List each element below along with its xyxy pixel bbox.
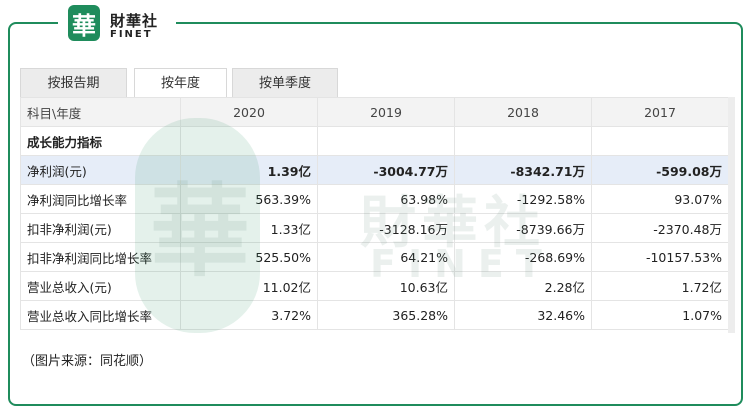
empty-cell	[591, 126, 729, 156]
table-row: 扣非净利润同比增长率 525.50% 64.21% -268.69% -10157.53…	[20, 242, 729, 272]
table-cell: -2370.48万	[591, 213, 729, 243]
column-header: 2018	[454, 97, 592, 127]
row-label: 营业总收入同比增长率	[20, 300, 181, 330]
table-cell: 525.50%	[180, 242, 318, 272]
column-header: 2019	[317, 97, 455, 127]
table-cell: 93.07%	[591, 184, 729, 214]
table-cell: 32.46%	[454, 300, 592, 330]
table-cell: 1.72亿	[591, 271, 729, 301]
section-row: 成长能力指标	[20, 126, 729, 156]
table-cell: -268.69%	[454, 242, 592, 272]
table-cell: 64.21%	[317, 242, 455, 272]
caption: （图片来源：同花顺）	[22, 354, 153, 369]
tab[interactable]: 按单季度	[232, 68, 338, 97]
section-title: 成长能力指标	[20, 126, 181, 156]
table-cell: -3128.16万	[317, 213, 455, 243]
table-cell: 3.72%	[180, 300, 318, 330]
row-label: 净利润(元)	[20, 155, 181, 185]
table-row: 营业总收入同比增长率 3.72% 365.28% 32.46% 1.07%	[20, 300, 729, 330]
table-cell: 10.63亿	[317, 271, 455, 301]
scroll-strip	[728, 97, 735, 333]
column-header: 科目\年度	[20, 97, 181, 127]
header-row: 科目\年度 2020 2019 2018 2017	[20, 97, 729, 127]
logo-subtext: FINET	[110, 29, 153, 40]
logo-icon: 華	[68, 5, 100, 41]
column-header: 2020	[180, 97, 318, 127]
row-label: 扣非净利润(元)	[20, 213, 181, 243]
table-cell: 563.39%	[180, 184, 318, 214]
column-header: 2017	[591, 97, 729, 127]
table-cell: 2.28亿	[454, 271, 592, 301]
table-cell: -1292.58%	[454, 184, 592, 214]
table-row: 净利润(元) 1.39亿 -3004.77万 -8342.71万 -599.08万	[20, 155, 729, 185]
table-cell: 365.28%	[317, 300, 455, 330]
row-label: 扣非净利润同比增长率	[20, 242, 181, 272]
table-row: 营业总收入(元) 11.02亿 10.63亿 2.28亿 1.72亿	[20, 271, 729, 301]
frame	[8, 22, 743, 406]
logo-text: 財華社	[110, 12, 159, 30]
table-cell: -8739.66万	[454, 213, 592, 243]
table-row: 净利润同比增长率 563.39% 63.98% -1292.58% 93.07%	[20, 184, 729, 214]
tab-active[interactable]: 按年度	[134, 68, 227, 97]
row-label: 净利润同比增长率	[20, 184, 181, 214]
empty-cell	[317, 126, 455, 156]
table-cell: 1.33亿	[180, 213, 318, 243]
table-cell: 1.07%	[591, 300, 729, 330]
table-cell: -10157.53%	[591, 242, 729, 272]
empty-cell	[454, 126, 592, 156]
table-cell: -3004.77万	[317, 155, 455, 185]
table-cell: 11.02亿	[180, 271, 318, 301]
table-cell: 1.39亿	[180, 155, 318, 185]
table-cell: 63.98%	[317, 184, 455, 214]
tab[interactable]: 按报告期	[20, 68, 127, 97]
table-cell: -599.08万	[591, 155, 729, 185]
table-row: 扣非净利润(元) 1.33亿 -3128.16万 -8739.66万 -2370.48万	[20, 213, 729, 243]
table-cell: -8342.71万	[454, 155, 592, 185]
row-label: 营业总收入(元)	[20, 271, 181, 301]
data-table: 科目\年度 2020 2019 2018 2017 成长能力指标 净利润(元) 1.39亿 -3…	[20, 97, 729, 330]
empty-cell	[180, 126, 318, 156]
